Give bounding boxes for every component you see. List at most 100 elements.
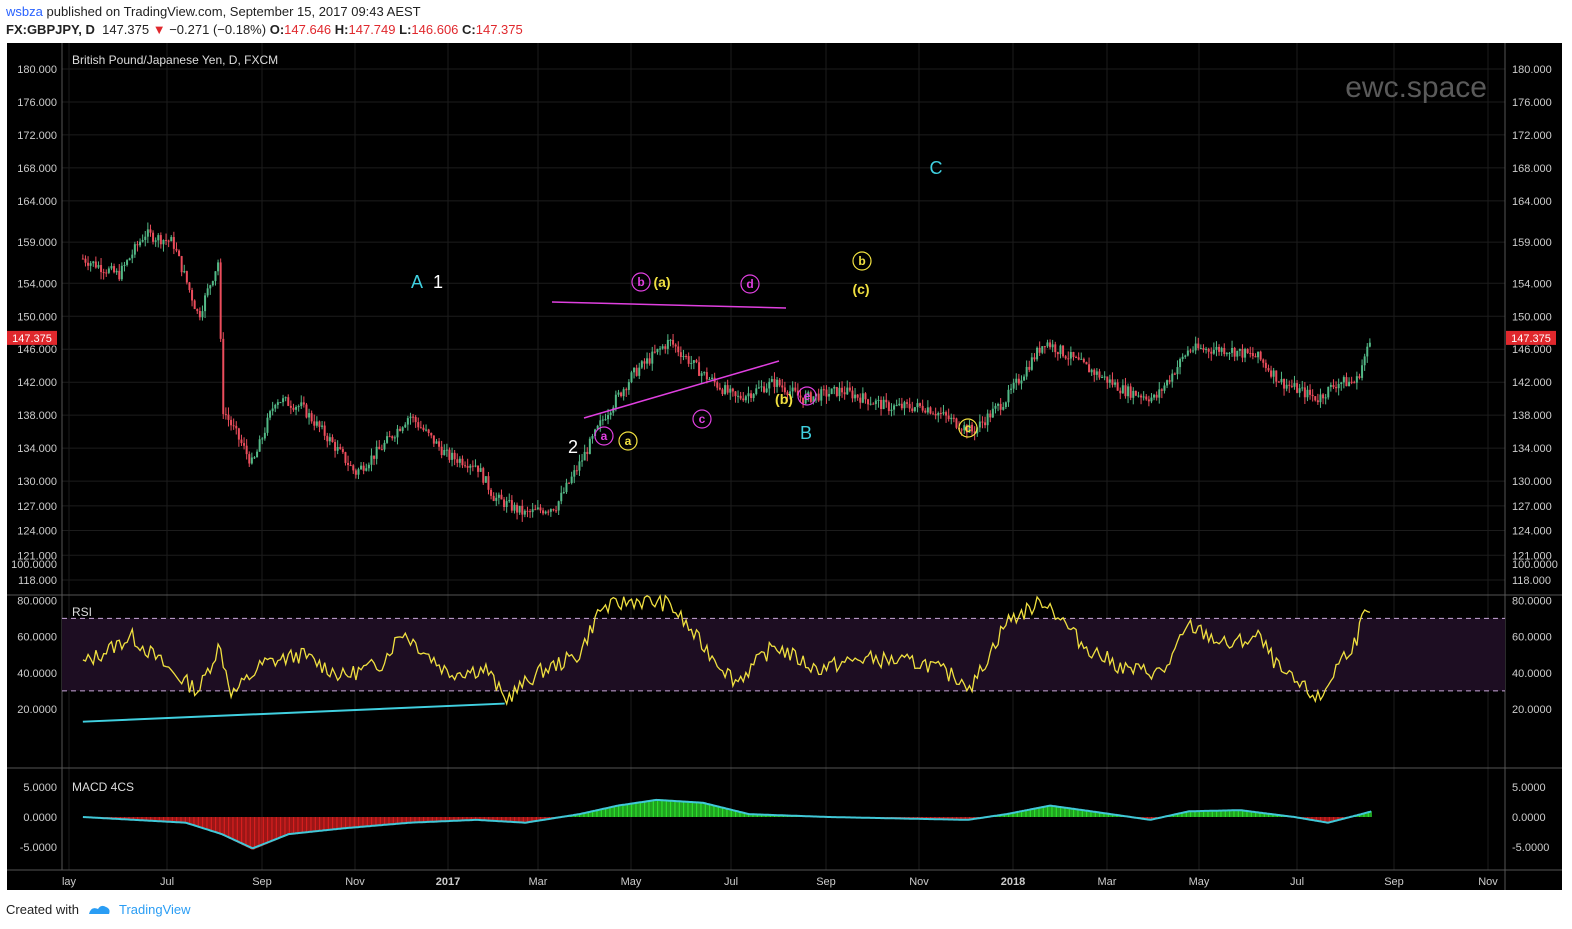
candle-body [666,339,669,349]
candle-body [261,438,264,440]
candle-body [1077,357,1080,360]
candle-body [1327,386,1330,398]
candle-body [1361,365,1364,378]
x-tick-label: Sep [816,876,836,888]
open-label: O: [269,22,285,37]
y-tick-label-right: 154.000 [1512,278,1552,290]
candle-body [100,265,103,273]
candle-body [1275,370,1278,382]
x-tick-label: Nov [345,876,365,888]
candle-body [568,482,571,484]
candle-body [323,425,326,436]
y-tick-label-left: 127.000 [17,501,57,513]
candle-body [742,398,745,401]
candle-body [1106,376,1109,383]
candle-body [1283,378,1286,389]
candle-body [1280,378,1283,383]
candle-body [929,407,932,414]
candle-body [643,361,646,364]
candle-body [269,411,272,418]
candle-body [362,465,365,471]
candle-body [1098,371,1101,378]
candle-body [674,344,677,347]
candle-body [406,418,409,425]
candle-body [81,258,84,260]
candle-body [1309,389,1312,395]
candle-body [204,295,207,312]
candle-body [843,392,846,395]
candle-body [770,379,773,382]
candle-body [971,424,974,432]
candle-body [198,310,201,318]
candle-body [1168,380,1171,382]
candle-body [414,416,417,423]
candle-body [1319,394,1322,403]
candle-body [1093,369,1096,375]
candle-body [1241,348,1244,358]
candle-body [596,425,599,430]
candle-body [786,392,789,396]
rsi-tick-left: 40.0000 [17,668,57,680]
candle-body [887,402,890,412]
down-arrow-icon: ▼ [152,22,166,37]
wave-label-circle [852,251,872,271]
wave-label-a: a [601,429,608,443]
rsi-divergence-line [82,702,505,723]
candle-body [614,394,617,408]
candle-body [523,510,526,515]
candle-body [94,261,97,268]
candle-body [1186,350,1189,356]
candle-body [354,470,357,475]
y-tick-label-left: 172.000 [17,130,57,142]
candle-body [1085,362,1088,365]
candle-body [893,405,896,410]
candle-body [1015,378,1018,383]
wave-label-circle [631,272,651,292]
y-tick-label-left: 124.000 [17,526,57,538]
candle-body [518,505,521,513]
candle-body [438,441,441,447]
x-tick-label: 2017 [436,876,460,888]
candle-body [1004,402,1007,408]
candle-body [131,254,134,259]
candle-body [682,356,685,358]
support-trendline [583,360,780,419]
candle-body [1251,353,1254,357]
candle-body [950,417,953,420]
candle-body [1145,396,1148,400]
x-tick-label: Sep [1384,876,1404,888]
candle-body [206,288,209,296]
candle-body [997,403,1000,406]
chart-svg[interactable]: 180.000 180.000 176.000 176.000 172.000 172.0… [7,43,1562,890]
candle-body [1137,395,1140,397]
tradingview-logo-icon [88,905,110,914]
candle-body [773,379,776,387]
candle-body [1171,373,1174,382]
candle-body [984,422,987,426]
candle-body [1215,346,1218,350]
candle-body [1270,370,1273,377]
chart-container[interactable]: 180.000 180.000 176.000 176.000 172.000 172.0… [7,43,1562,890]
candle-body [695,360,698,363]
candle-body [1121,385,1124,394]
candle-body [529,511,532,513]
candle-body [544,511,547,514]
candle-body [536,507,539,510]
candle-body [367,464,370,469]
author-link[interactable]: wsbza [6,4,43,19]
candle-body [1212,349,1215,354]
y-tick-label-right: 118.000 [1512,575,1551,587]
x-tick-label: Nov [1478,876,1498,888]
candle-body [726,385,729,393]
candle-body [1173,373,1176,375]
last-price-tag-right [1506,330,1556,345]
candle-body [1223,348,1226,354]
candle-body [227,414,230,420]
candle-body [880,399,883,410]
candle-body [833,386,836,389]
tradingview-link[interactable]: TradingView [118,902,191,917]
candle-body [154,240,157,242]
candle-body [105,272,108,274]
rsi-tick-left: 60.0000 [17,632,57,644]
candle-body [1298,388,1301,393]
